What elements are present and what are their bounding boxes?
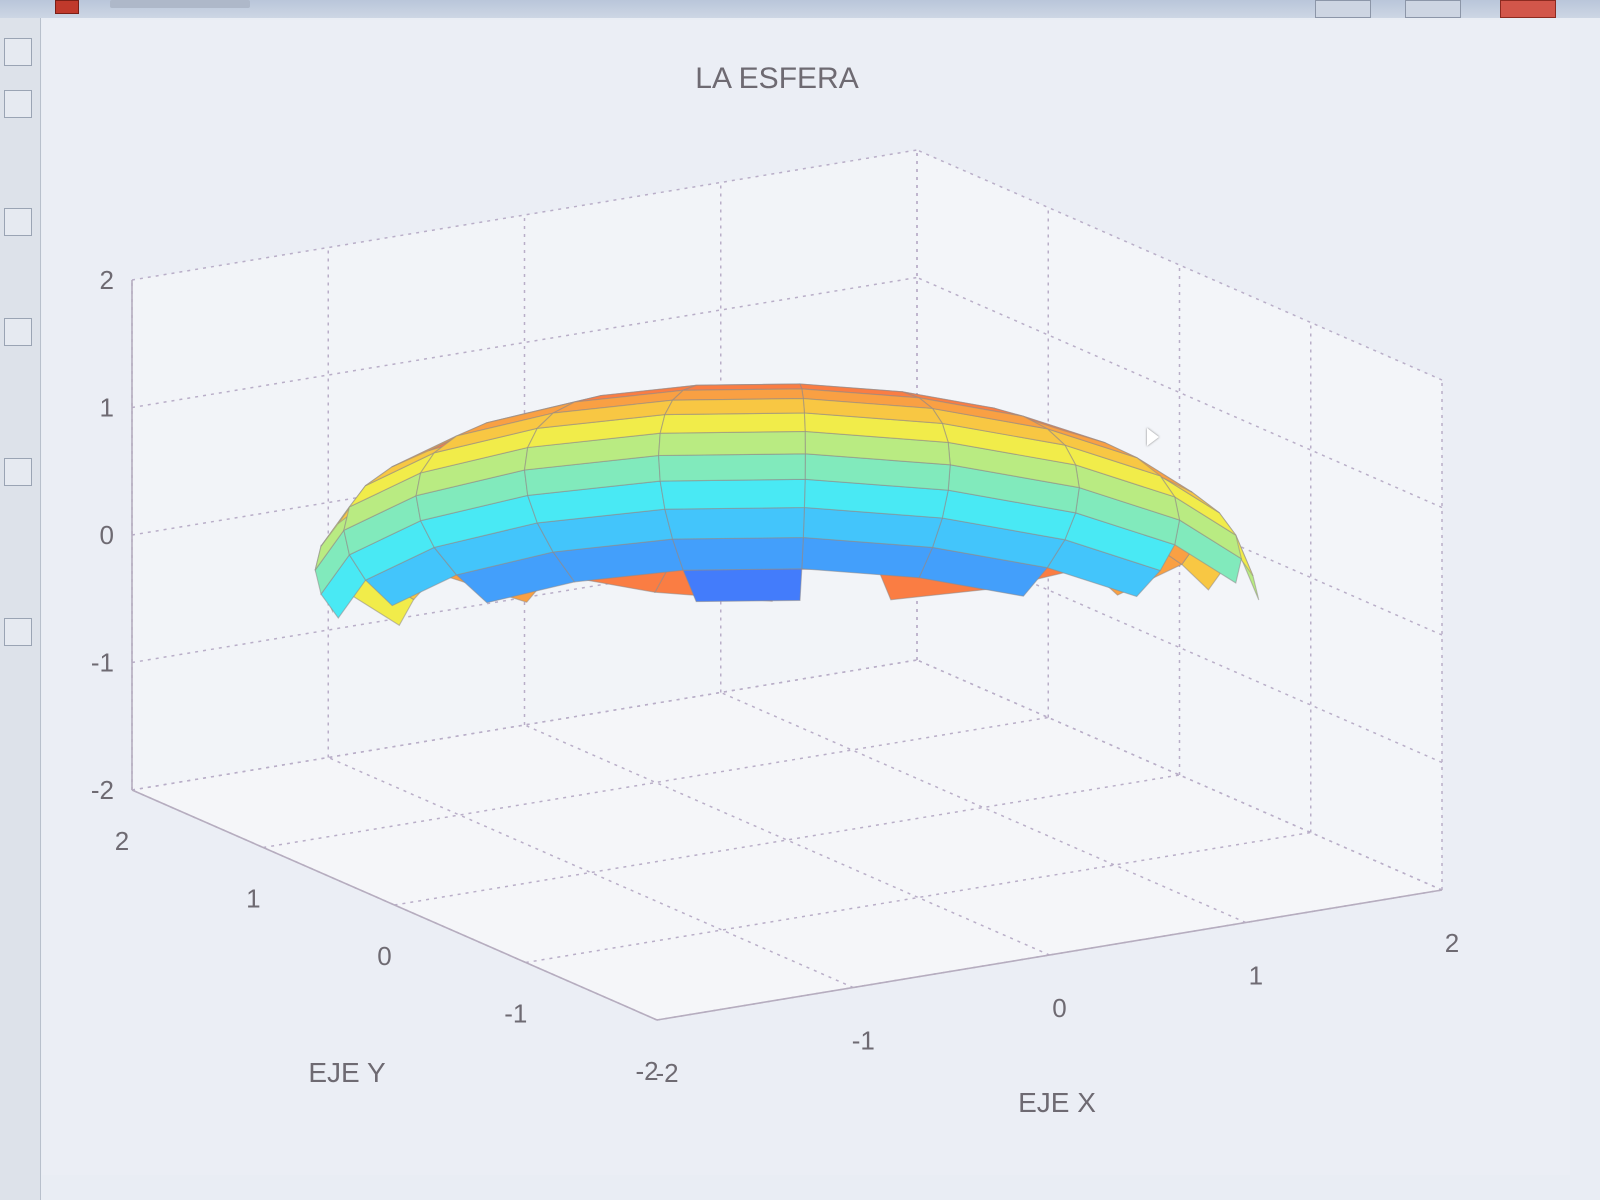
x-tick-label: 1 <box>1249 961 1263 991</box>
ellipsoid-surface <box>314 383 1260 627</box>
y-tick-label: 0 <box>377 941 391 971</box>
x-tick-label: 0 <box>1052 993 1066 1023</box>
surface-patch <box>671 536 804 571</box>
figure-canvas[interactable]: -2 -1 0 1 2 -2 -1 0 1 2 -2 -1 0 1 2 LA ESFERA EJE X EJ… <box>42 20 1570 1175</box>
x-axis-label: EJE X <box>1018 1087 1096 1118</box>
rotate-icon[interactable] <box>4 208 32 236</box>
close-button[interactable] <box>1500 0 1556 18</box>
y-tick-label: 2 <box>115 826 129 856</box>
minimize-button[interactable] <box>1315 0 1371 18</box>
axes-grid <box>131 149 1443 1021</box>
zoom-icon[interactable] <box>4 38 32 66</box>
window-title <box>110 0 250 8</box>
z-tick-label: 0 <box>100 520 114 550</box>
y-tick-label: 1 <box>246 884 260 914</box>
pan-icon[interactable] <box>4 90 32 118</box>
axis-line <box>131 789 658 1021</box>
surface-patch <box>659 412 806 434</box>
y-tick-label: -2 <box>635 1056 658 1086</box>
z-tick-label: -1 <box>91 648 114 678</box>
datacursor-icon[interactable] <box>4 318 32 346</box>
chart-title: LA ESFERA <box>695 62 858 95</box>
y-tick-label: -1 <box>504 999 527 1029</box>
colorbar-icon[interactable] <box>4 458 32 486</box>
x-tick-label: 2 <box>1445 928 1459 958</box>
x-tick-label: -1 <box>852 1026 875 1056</box>
surface-patch <box>664 506 805 540</box>
surface-patch <box>659 478 806 510</box>
z-tick-label: 2 <box>100 265 114 295</box>
mouse-pointer-icon <box>1147 428 1159 446</box>
x-tick-label: -2 <box>655 1058 678 1088</box>
app-icon <box>55 0 79 14</box>
surface-patch <box>658 430 806 457</box>
maximize-button[interactable] <box>1405 0 1461 18</box>
surface-patch <box>658 453 806 482</box>
axis-line <box>656 889 1443 1021</box>
surface-patch <box>682 568 803 603</box>
floor-pane <box>132 660 1442 1020</box>
z-tick-label: 1 <box>100 393 114 423</box>
surface-patch <box>663 398 805 416</box>
y-axis-label: EJE Y <box>308 1057 386 1088</box>
window-titlebar <box>0 0 1600 18</box>
figure-toolbar <box>0 18 41 1200</box>
z-tick-label: -2 <box>91 775 114 805</box>
legend-icon[interactable] <box>4 618 32 646</box>
